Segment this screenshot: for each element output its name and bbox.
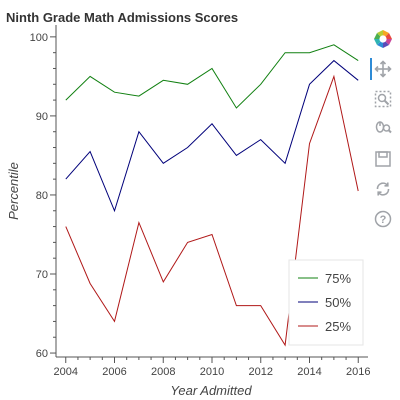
help-tool[interactable]: ? xyxy=(368,204,398,234)
bokeh-logo-icon xyxy=(374,30,392,48)
legend-label-2: 25% xyxy=(325,319,351,334)
save-tool[interactable] xyxy=(368,144,398,174)
reset-icon xyxy=(376,182,390,196)
y-tick-label: 70 xyxy=(36,269,48,281)
y-tick-label: 100 xyxy=(30,32,48,44)
x-tick-label: 2004 xyxy=(54,366,78,378)
series-line-0 xyxy=(65,44,359,109)
y-ticks: 60 70 80 90 100 xyxy=(30,32,56,360)
save-icon xyxy=(375,151,391,167)
x-tick-label: 2016 xyxy=(346,366,370,378)
series-line-2 xyxy=(65,74,359,347)
x-tick-label: 2006 xyxy=(102,366,126,378)
legend-label-1: 50% xyxy=(325,295,351,310)
legend-label-0: 75% xyxy=(325,271,351,286)
x-tick-label: 2008 xyxy=(151,366,175,378)
y-axis-label: Percentile xyxy=(6,162,21,220)
svg-text:?: ? xyxy=(380,214,387,226)
box-zoom-icon xyxy=(374,90,392,108)
y-tick-label: 60 xyxy=(36,348,48,360)
x-axis-label: Year Admitted xyxy=(170,383,252,398)
toolbar-logo[interactable] xyxy=(368,24,398,54)
y-tick-label: 80 xyxy=(36,190,48,202)
x-tick-label: 2010 xyxy=(200,366,224,378)
pan-tool[interactable] xyxy=(368,54,398,84)
wheel-zoom-icon xyxy=(375,121,392,134)
wheel-zoom-tool[interactable] xyxy=(368,114,398,144)
box-zoom-tool[interactable] xyxy=(368,84,398,114)
y-tick-label: 90 xyxy=(36,111,48,123)
toolbar: ? xyxy=(368,24,398,234)
help-icon: ? xyxy=(374,210,392,228)
x-tick-label: 2014 xyxy=(297,366,321,378)
x-ticks: 2004 2006 2008 2010 2012 2014 2016 xyxy=(54,357,370,378)
series-line-1 xyxy=(65,59,359,213)
x-tick-label: 2012 xyxy=(249,366,273,378)
pan-icon xyxy=(374,60,392,78)
reset-tool[interactable] xyxy=(368,174,398,204)
legend: 75% 50% 25% xyxy=(288,259,364,346)
plot-lines xyxy=(65,44,359,347)
chart-title: Ninth Grade Math Admissions Scores xyxy=(6,10,238,25)
